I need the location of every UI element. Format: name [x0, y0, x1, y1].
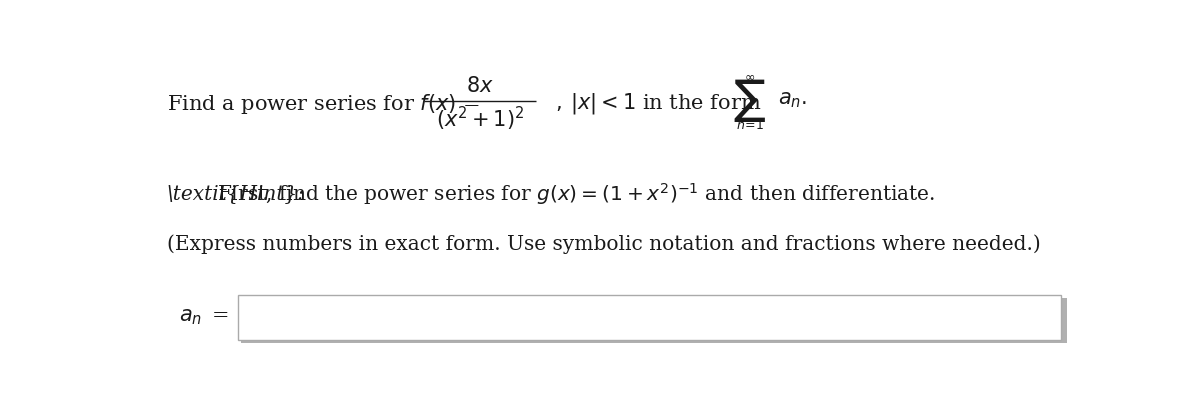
Text: $a_n.$: $a_n.$	[778, 91, 806, 110]
Text: First, find the power series for $g(x) = \left(1 + x^2\right)^{-1}$ and then dif: First, find the power series for $g(x) =…	[217, 181, 935, 207]
Text: \textit{Hint}:: \textit{Hint}:	[167, 185, 305, 204]
Text: $a_n\,$ =: $a_n\,$ =	[179, 307, 229, 327]
Bar	[239, 294, 1061, 340]
Text: $(x^2 + 1)^2$: $(x^2 + 1)^2$	[436, 105, 524, 134]
Text: $\sum$: $\sum$	[733, 77, 767, 124]
Bar	[241, 298, 1067, 343]
Text: $, \:|x| < 1$ in the form: $, \:|x| < 1$ in the form	[554, 91, 761, 116]
Text: $8x$: $8x$	[467, 76, 494, 96]
Text: Find a power series for $f(x)$ =: Find a power series for $f(x)$ =	[167, 92, 480, 116]
Text: $n\!=\!1$: $n\!=\!1$	[736, 119, 764, 132]
Text: $\infty$: $\infty$	[744, 70, 756, 83]
Text: (Express numbers in exact form. Use symbolic notation and fractions where needed: (Express numbers in exact form. Use symb…	[167, 235, 1040, 254]
